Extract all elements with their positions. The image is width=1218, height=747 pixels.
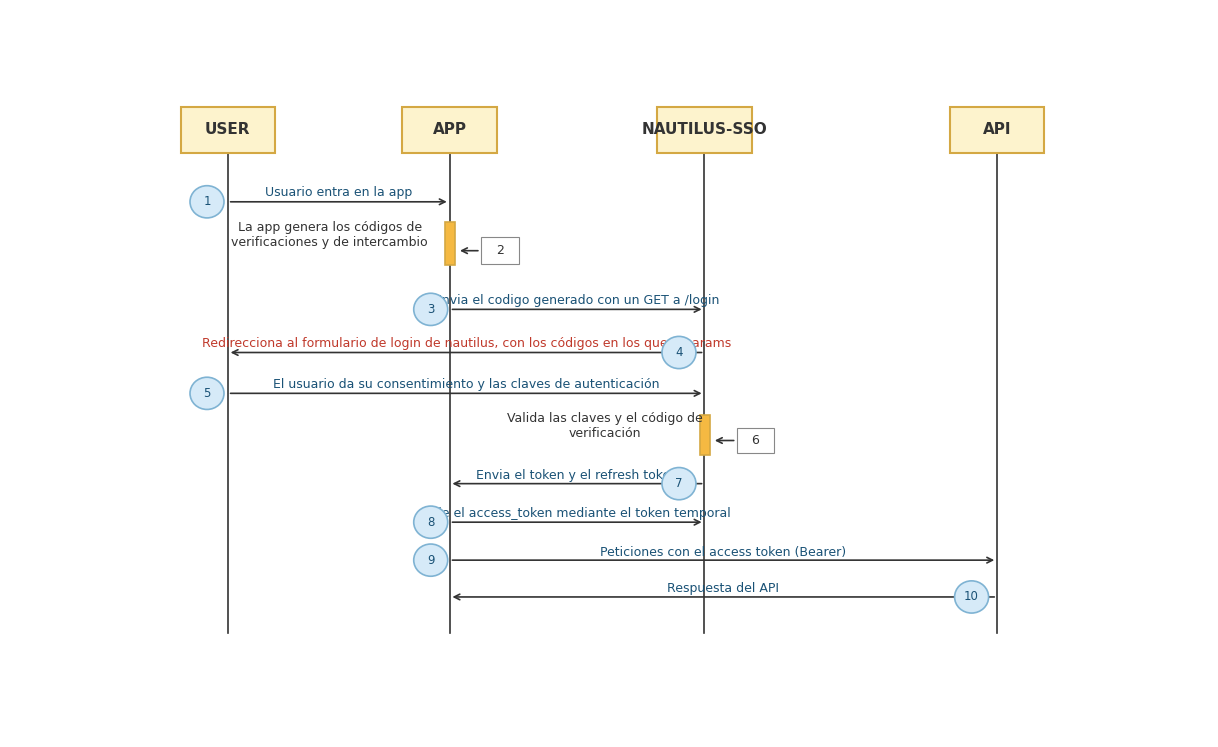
Ellipse shape (414, 544, 448, 576)
Text: 6: 6 (752, 434, 759, 447)
FancyBboxPatch shape (180, 107, 275, 153)
FancyBboxPatch shape (950, 107, 1044, 153)
Text: Valida las claves y el código de
verificación: Valida las claves y el código de verific… (508, 412, 703, 440)
Text: 1: 1 (203, 195, 211, 208)
Text: 7: 7 (675, 477, 683, 490)
Text: El usuario da su consentimiento y las claves de autenticación: El usuario da su consentimiento y las cl… (273, 378, 660, 391)
Text: USER: USER (205, 123, 251, 137)
Text: NAUTILUS-SSO: NAUTILUS-SSO (642, 123, 767, 137)
Text: APP: APP (432, 123, 466, 137)
Text: 9: 9 (428, 554, 435, 567)
Text: Usuario entra en la app: Usuario entra en la app (264, 185, 412, 199)
Text: Envia el codigo generado con un GET a /login: Envia el codigo generado con un GET a /l… (435, 294, 720, 307)
Text: API: API (983, 123, 1011, 137)
Ellipse shape (190, 186, 224, 218)
FancyBboxPatch shape (658, 107, 752, 153)
Text: Redirecciona al formulario de login de nautilus, con los códigos en los query pa: Redirecciona al formulario de login de n… (202, 338, 731, 350)
Text: Pide el access_token mediante el token temporal: Pide el access_token mediante el token t… (423, 507, 731, 520)
Text: 5: 5 (203, 387, 211, 400)
Text: 3: 3 (428, 303, 435, 316)
Ellipse shape (414, 294, 448, 326)
Text: 10: 10 (965, 590, 979, 604)
Text: 4: 4 (675, 346, 683, 359)
Ellipse shape (663, 336, 695, 368)
Ellipse shape (414, 506, 448, 539)
FancyBboxPatch shape (737, 428, 775, 453)
FancyBboxPatch shape (445, 222, 456, 265)
Text: La app genera los códigos de
verificaciones y de intercambio: La app genera los códigos de verificacio… (231, 220, 428, 249)
Text: Envia el token y el refresh token: Envia el token y el refresh token (476, 468, 678, 482)
Text: Peticiones con el access token (Bearer): Peticiones con el access token (Bearer) (600, 545, 847, 559)
Ellipse shape (190, 377, 224, 409)
Text: 2: 2 (496, 244, 503, 257)
FancyBboxPatch shape (402, 107, 497, 153)
Ellipse shape (663, 468, 695, 500)
FancyBboxPatch shape (699, 415, 710, 455)
Text: 8: 8 (428, 515, 435, 529)
FancyBboxPatch shape (481, 238, 519, 264)
Ellipse shape (955, 581, 989, 613)
Text: Respuesta del API: Respuesta del API (667, 583, 780, 595)
